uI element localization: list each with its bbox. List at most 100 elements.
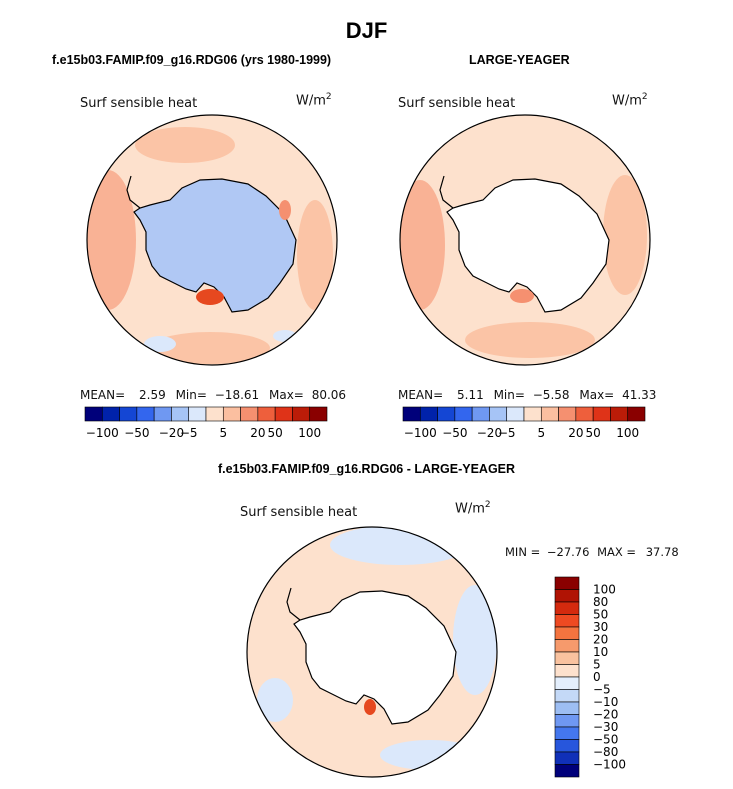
panel3-stats: MIN = −27.76 MAX = 37.78 bbox=[505, 545, 679, 559]
panel3-colorbar-tick-label: 10 bbox=[593, 645, 608, 659]
panel3-cool-patch bbox=[380, 740, 480, 770]
panel3-max-label: MAX = bbox=[597, 545, 637, 559]
panel3-coastal-hotspot bbox=[364, 699, 376, 715]
panel3-colorbar-swatch bbox=[554, 614, 580, 628]
panel1-colorbar-tick-label: 20 bbox=[250, 426, 265, 440]
panel2-min-label: Min= bbox=[493, 388, 525, 402]
panel3-cool-patch bbox=[453, 585, 497, 695]
panel3-colorbar-tick-label: 50 bbox=[593, 608, 608, 622]
panel1-colorbar-swatch bbox=[309, 406, 328, 422]
panel3-colorbar-swatch bbox=[554, 601, 580, 615]
panel1-colorbar-tick-label: −5 bbox=[180, 426, 198, 440]
panel3-colorbar-tick-label: 80 bbox=[593, 595, 608, 609]
panel3-colorbar-tick-label: −5 bbox=[593, 683, 611, 697]
panel2-warm-patch-west bbox=[400, 180, 445, 310]
panel3-colorbar-swatch bbox=[554, 576, 580, 590]
panel1-mean-label: MEAN= bbox=[80, 388, 126, 402]
panel2-colorbar-tick-label: 50 bbox=[586, 426, 601, 440]
panel1-min-value: −18.61 bbox=[214, 388, 260, 402]
panel2-colorbar-tick-label: 5 bbox=[537, 426, 545, 440]
panel3-colorbar-tick-label: 100 bbox=[593, 583, 616, 597]
panel3-colorbar-tick-label: −30 bbox=[593, 720, 618, 734]
panel1-units-exp: 2 bbox=[325, 92, 332, 102]
panel2-colorbar-tick-label: −50 bbox=[442, 426, 467, 440]
panel2-min-value: −5.58 bbox=[532, 388, 570, 402]
panel2-antarctica bbox=[446, 178, 610, 313]
panel3-colorbar-swatch bbox=[554, 739, 580, 753]
panel3-colorbar-swatch bbox=[554, 626, 580, 640]
panel3-colorbar-swatch bbox=[554, 714, 580, 728]
panel2-max-value: 41.33 bbox=[622, 388, 657, 402]
panel1-units-base: W/m bbox=[296, 93, 326, 109]
panel1-coastal-hotspot bbox=[196, 289, 224, 305]
panel1-cool-patch bbox=[144, 336, 176, 352]
panel2-mean-label: MEAN= bbox=[398, 388, 444, 402]
panel3-colorbar-tick-label: −10 bbox=[593, 695, 618, 709]
panel3-cool-patch bbox=[257, 678, 293, 722]
panel1-max-value: 80.06 bbox=[311, 388, 347, 402]
panel3-colorbar-swatch bbox=[554, 764, 580, 778]
panel3-colorbar-tick-label: −100 bbox=[593, 758, 626, 772]
panel2-colorbar-tick-label: −5 bbox=[498, 426, 516, 440]
panel1-colorbar-tick-label: −100 bbox=[86, 426, 119, 440]
panel2-units: W/m2 bbox=[612, 92, 648, 108]
panel1-map-boundary bbox=[86, 114, 338, 366]
panel2-peninsula bbox=[439, 175, 454, 209]
panel2-stats: MEAN= 5.11 Min= −5.58 Max= 41.33 bbox=[398, 388, 656, 402]
panel1-warm-patch-west bbox=[87, 170, 136, 310]
panel3-colorbar-swatch bbox=[554, 689, 580, 703]
panel3-colorbar-swatch bbox=[554, 589, 580, 603]
panel3-colorbar-tick-label: 20 bbox=[593, 633, 608, 647]
panel3-colorbar-tick-label: 30 bbox=[593, 620, 608, 634]
panel3-units: W/m2 bbox=[455, 500, 491, 516]
panel1-variable: Surf sensible heat bbox=[80, 96, 198, 111]
panel2-mean-value: 5.11 bbox=[457, 388, 484, 402]
panel2-units-base: W/m bbox=[612, 93, 642, 109]
panel3-colorbar-swatch bbox=[554, 676, 580, 690]
panel3-map-boundary bbox=[246, 526, 498, 778]
panel1-colorbar-tick-label: −20 bbox=[159, 426, 184, 440]
panel3-variable: Surf sensible heat bbox=[240, 505, 358, 520]
panel1-mean-value: 2.59 bbox=[139, 388, 166, 402]
panel1-colorbar-tick-label: 100 bbox=[298, 426, 321, 440]
panel3-colorbar-swatch bbox=[554, 651, 580, 665]
panel3-colorbar-swatch bbox=[554, 726, 580, 740]
panel2-warm-patch-east bbox=[603, 175, 647, 295]
panel3-colorbar-swatch bbox=[554, 751, 580, 765]
panel1-colorbar-tick-label: 5 bbox=[219, 426, 227, 440]
panel1-warm-patch-south bbox=[150, 332, 270, 364]
panel3-colorbar-tick-label: −50 bbox=[593, 733, 618, 747]
panel2-warm-patch-south bbox=[465, 322, 595, 358]
panel2-colorbar-tick-label: 100 bbox=[616, 426, 639, 440]
panel2-colorbar: −100 −50 −20−5 5 20 50 100 bbox=[402, 406, 646, 440]
panel3-colorbar-swatch bbox=[554, 701, 580, 715]
panel2-colorbar-tick-label: −20 bbox=[477, 426, 502, 440]
panel1-warm-patch-east bbox=[297, 200, 333, 310]
panel1-warm-patch-north bbox=[135, 127, 235, 163]
panel3-peninsula bbox=[286, 587, 301, 621]
panel1-coastal-hotspot bbox=[279, 200, 291, 220]
panel2-max-label: Max= bbox=[579, 388, 615, 402]
panel2-colorbar-tick-label: −100 bbox=[404, 426, 437, 440]
panel1-stats: MEAN= 2.59 Min= −18.61 Max= 80.06 bbox=[80, 388, 346, 402]
panel1-colorbar-tick-label: 50 bbox=[268, 426, 283, 440]
figure-title: DJF bbox=[345, 18, 388, 43]
panel1-units: W/m2 bbox=[296, 92, 332, 108]
panel3-min-value: −27.76 bbox=[546, 545, 590, 559]
panel3-colorbar-tick-label: 0 bbox=[593, 670, 601, 684]
panel2-variable: Surf sensible heat bbox=[398, 96, 516, 111]
panel2-colorbar-tick-label: 20 bbox=[568, 426, 583, 440]
panel3-units-exp: 2 bbox=[484, 500, 491, 510]
panel3-colorbar-swatch bbox=[554, 639, 580, 653]
panel1-colorbar: −100 −50 −20−5 5 20 50 100 bbox=[84, 406, 328, 440]
panel1-min-label: Min= bbox=[175, 388, 207, 402]
panel1-peninsula bbox=[126, 175, 141, 209]
panel3-colorbar-tick-label: −20 bbox=[593, 708, 618, 722]
panel3-colorbar-tick-label: 5 bbox=[593, 658, 601, 672]
panel3-min-label: MIN = bbox=[505, 545, 541, 559]
panel3-cool-patch bbox=[330, 527, 470, 565]
